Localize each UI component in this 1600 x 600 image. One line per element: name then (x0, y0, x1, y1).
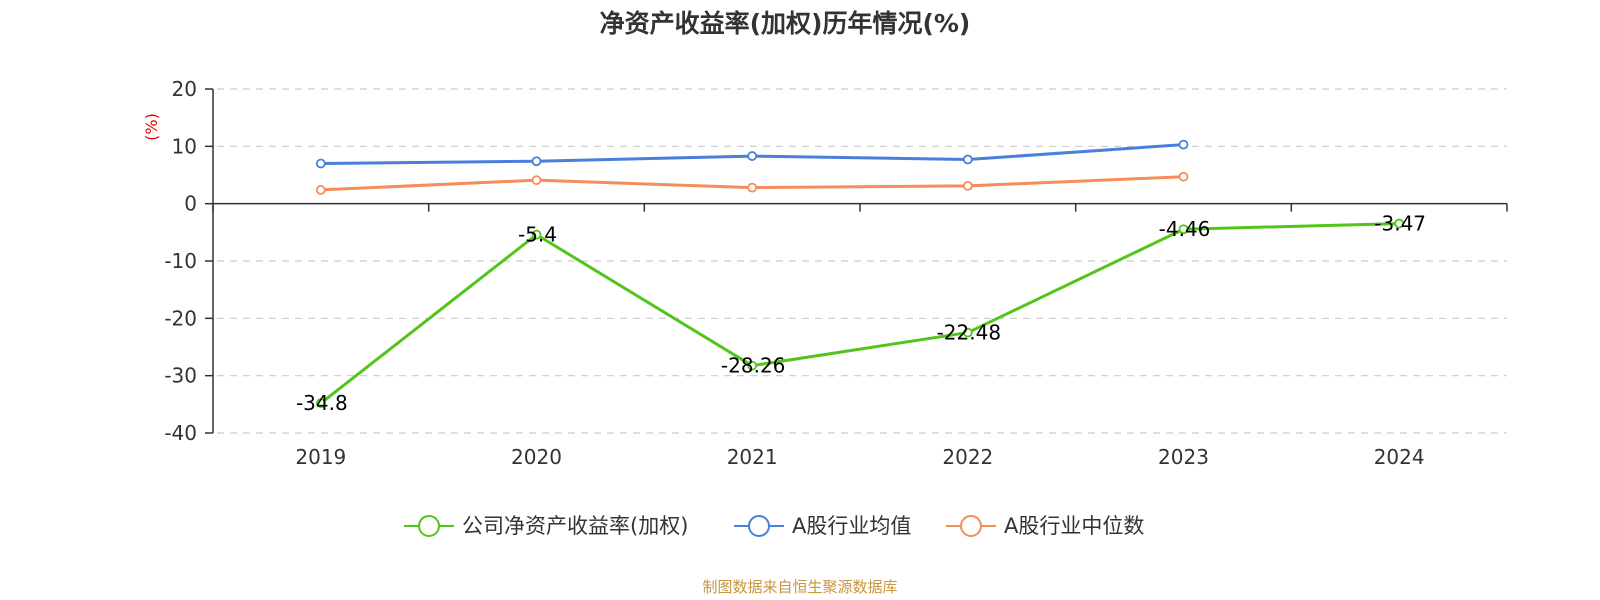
y-tick-label: -40 (164, 421, 197, 445)
y-tick-label: 0 (184, 192, 197, 216)
data-point (1178, 139, 1189, 150)
x-tick-label: 2024 (1374, 445, 1425, 469)
legend-label: A股行业中位数 (1004, 514, 1144, 538)
data-label: -3.47 (1374, 212, 1426, 236)
gridlines (217, 88, 1507, 434)
data-point (1178, 224, 1189, 235)
data-label: -28.26 (721, 354, 785, 378)
data-point (747, 182, 758, 193)
y-tick-label: 10 (172, 134, 197, 158)
legend-marker-icon (960, 515, 982, 537)
data-point (531, 175, 542, 186)
y-tick-label: -20 (164, 306, 197, 330)
legend-label: 公司净资产收益率(加权) (462, 514, 688, 538)
data-point (962, 327, 973, 338)
y-axis-unit: (%) (142, 113, 161, 141)
data-point (531, 156, 542, 167)
data-label: -4.46 (1159, 217, 1211, 241)
legend-label: A股行业均值 (792, 514, 911, 538)
data-point (315, 185, 326, 195)
data-point (315, 398, 326, 409)
series-line (319, 222, 1400, 405)
legend-marker-icon (418, 515, 440, 537)
legend[interactable]: 公司净资产收益率(加权) A股行业均值 A股行业中位数 (404, 514, 1144, 538)
legend-item[interactable]: A股行业中位数 (946, 514, 1144, 538)
data-point (1394, 218, 1405, 229)
x-tick-label: 2023 (1158, 445, 1209, 469)
data-label: -22.48 (937, 321, 1001, 345)
data-point (962, 180, 973, 191)
y-tick-label: 20 (172, 77, 197, 101)
source-note: 制图数据来自恒生聚源数据库 (702, 578, 897, 596)
x-tick-label: 2021 (727, 445, 778, 469)
legend-item[interactable]: 公司净资产收益率(加权) (404, 514, 688, 538)
data-label: -5.4 (518, 223, 557, 247)
data-point (315, 158, 326, 169)
axes: 20 10 0 -10 -20 -30 -40 2019 2020 2021 2022 2023 202… (164, 77, 1508, 469)
data-point (531, 229, 542, 240)
x-tick-label: 2022 (942, 445, 993, 469)
data-label: -34.8 (296, 391, 348, 415)
data-point (1178, 171, 1189, 182)
series-group (315, 139, 1405, 409)
legend-marker-icon (748, 515, 770, 537)
data-point (747, 151, 758, 161)
data-point (962, 154, 973, 165)
x-tick-label: 2019 (295, 445, 346, 469)
legend-item[interactable]: A股行业均值 (734, 514, 911, 538)
x-tick-label: 2020 (511, 445, 562, 469)
data-labels: -34.8 -5.4 -28.26 -22.48 -4.46 -3.47 (296, 212, 1426, 416)
y-tick-label: -30 (164, 364, 197, 388)
y-tick-label: -10 (164, 249, 197, 273)
chart-title: 净资产收益率(加权)历年情况(%) (600, 9, 971, 38)
data-point (747, 360, 758, 371)
